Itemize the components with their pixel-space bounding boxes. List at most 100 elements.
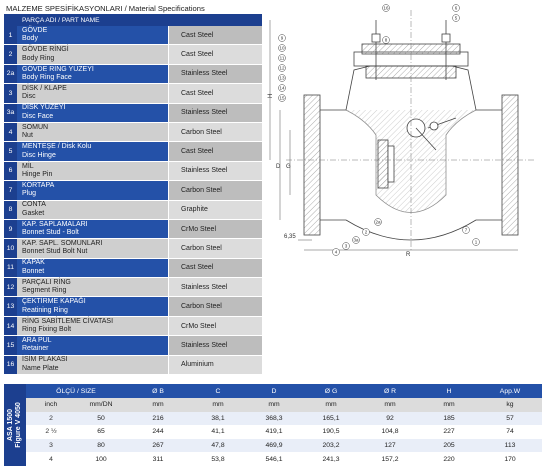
spec-row-part: GÖVDE RİNG YÜZEYİ Body Ring Face <box>17 64 168 84</box>
callout-label: 8 <box>385 38 388 43</box>
part-name-en: Body Ring <box>22 54 55 62</box>
spec-row-material: Stainless Steel <box>168 64 262 84</box>
spec-row-part: İSİM PLAKASI Name Plate <box>17 355 168 375</box>
spec-row: 13 ÇEKTİRME KAPAĞI Reatining Ring Carbon St… <box>4 297 262 317</box>
dimension-cell: 419,1 <box>246 425 302 439</box>
dimension-header-row: ÖLÇÜ / SIZE Ø B C D Ø G Ø R H App.W <box>26 384 542 398</box>
callout-bubble <box>332 248 340 256</box>
col-size: ÖLÇÜ / SIZE <box>26 384 126 398</box>
part-name-en: Bonnet Stud - Bolt <box>22 229 79 237</box>
callout-bubble <box>278 84 286 92</box>
spec-row: 14 RİNG SABİTLEME CİVATASI Ring Fixing Bol… <box>4 316 262 337</box>
spec-row-part: SOMUN Nut <box>17 122 168 142</box>
dimension-cell: 80 <box>76 438 126 453</box>
part-name-tr: SOMUN <box>22 123 49 131</box>
callout-label: 15 <box>279 96 285 101</box>
dimension-row: 2 50 216 38,1 368,3 165,1 92 185 57 <box>26 411 542 426</box>
spec-row: 3a DİSK YÜZEYİ Disc Face Stainless Steel <box>4 103 262 123</box>
dimension-cell: 57 <box>478 411 542 426</box>
part-name-tr: GÖVDE RİNG YÜZEYİ <box>22 65 94 73</box>
callout-label: 2 <box>365 230 368 235</box>
side-label-1: ASA 1500 <box>7 408 14 442</box>
dimension-units-row: inch mm/DN mm mm mm mm mm mm kg <box>26 398 542 412</box>
spec-row-number: 4 <box>4 122 17 142</box>
part-name-tr: ÇEKTİRME KAPAĞI <box>22 298 86 306</box>
spec-row-part: ARA PUL Retainer <box>17 336 168 355</box>
part-name-en: Plug <box>22 190 37 198</box>
spec-row-number: 13 <box>4 297 17 316</box>
spec-row-material: Cast Steel <box>168 142 262 161</box>
dimension-cell: 127 <box>360 438 420 453</box>
spec-row-number: 1 <box>4 26 17 45</box>
spec-row: 2 GÖVDE RİNGİ Body Ring Cast Steel <box>4 45 262 65</box>
spec-row-part: ÇEKTİRME KAPAĞI Reatining Ring <box>17 297 168 316</box>
callout-label: 2a <box>375 220 381 225</box>
unit-cell: mm <box>190 398 246 412</box>
dimension-cell: 368,3 <box>246 411 302 426</box>
dimension-cell: 244 <box>126 425 190 439</box>
part-name-tr: KAP. SAPLAMALARI <box>22 220 88 228</box>
spec-row-material: Cast Steel <box>168 26 262 45</box>
part-name-tr: DİSK / KLAPE <box>22 84 67 92</box>
part-name-en: Bonnet Stud Bolt Nut <box>22 248 88 256</box>
dimension-cell: 220 <box>420 452 478 466</box>
part-name-tr: GÖVDE <box>22 26 48 34</box>
spec-row: 12 PARÇALI RİNG Segment Ring Stainless Stee… <box>4 278 262 298</box>
spec-row-material: Aluminium <box>168 355 262 375</box>
spec-row-part: RİNG SABİTLEME CİVATASI Ring Fixing Bolt <box>17 316 168 336</box>
dimension-cell: 104,8 <box>360 425 420 439</box>
callout-bubble <box>462 226 470 234</box>
spec-row-part: DİSK / KLAPE Disc <box>17 84 168 103</box>
spec-row-part: MİL Hinge Pin <box>17 161 168 181</box>
part-name-tr: RİNG SABİTLEME CİVATASI <box>22 317 114 325</box>
spec-row-part: PARÇALI RİNG Segment Ring <box>17 278 168 297</box>
part-name-tr: MİL <box>22 162 34 170</box>
callout-bubble <box>382 36 390 44</box>
part-name-tr: KÖRTAPA <box>22 181 55 189</box>
part-name-en: Disc Hinge <box>22 151 56 159</box>
part-name-tr: KAP. SAPL. SOMUNLARI <box>22 240 103 248</box>
callout-bubble <box>342 242 350 250</box>
spec-row-number: 6 <box>4 161 17 181</box>
callout-label: 3a <box>353 238 359 243</box>
part-name-en: Disc <box>22 93 36 101</box>
spec-row-number: 5 <box>4 142 17 161</box>
callout-bubble <box>362 228 370 236</box>
callout-bubble <box>382 4 390 12</box>
callout-bubble <box>278 94 286 102</box>
part-name-en: Ring Fixing Bolt <box>22 326 72 334</box>
dim-d: D <box>276 164 281 170</box>
callout-bubble <box>452 4 460 12</box>
callout-label: 6 <box>455 6 458 11</box>
spec-row: 16 İSİM PLAKASI Name Plate Aluminium <box>4 355 262 376</box>
dimension-cell: 113 <box>478 438 542 453</box>
part-name-tr: MENTEŞE / Disk Kolu <box>22 143 92 151</box>
dimension-cell: 50 <box>76 411 126 426</box>
spec-row-material: Cast Steel <box>168 45 262 64</box>
spec-row-number: 10 <box>4 239 17 258</box>
spec-row-material: Carbon Steel <box>168 297 262 316</box>
part-name-en: Reatining Ring <box>22 306 68 314</box>
callout-label: 3 <box>345 244 348 249</box>
dimension-cell: 170 <box>478 452 542 466</box>
spec-row-part: MENTEŞE / Disk Kolu Disc Hinge <box>17 142 168 161</box>
unit-cell: mm <box>360 398 420 412</box>
dimension-cell: 100 <box>76 452 126 466</box>
unit-cell: mm/DN <box>76 398 126 412</box>
spec-row-material: Stainless Steel <box>168 336 262 355</box>
part-name-tr: İSİM PLAKASI <box>22 356 68 364</box>
spec-title: MALZEME SPESİFİKASYONLARI / Material Spe… <box>6 4 205 13</box>
part-name-en: Body <box>22 35 38 43</box>
col-weight: App.W <box>478 384 542 398</box>
spec-row-number: 7 <box>4 181 17 200</box>
dimension-cell: 41,1 <box>190 425 246 439</box>
callout-bubble <box>352 236 360 244</box>
callout-label: 7 <box>465 228 468 233</box>
dimension-cell: 546,1 <box>246 452 302 466</box>
part-name-tr: KAPAK <box>22 259 45 267</box>
dimension-cell: 2 ½ <box>26 425 76 439</box>
spec-row-number: 11 <box>4 258 17 278</box>
col-b: Ø B <box>126 384 190 398</box>
dimension-cell: 165,1 <box>302 411 360 426</box>
dimension-side-label: ASA 1500 Figure V 4050 <box>4 384 26 466</box>
